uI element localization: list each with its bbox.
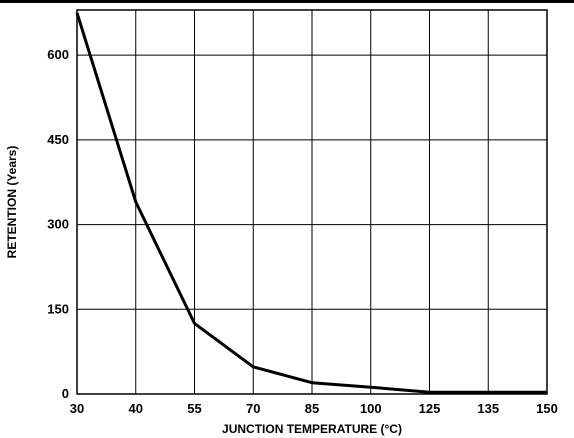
x-tick-label: 30 — [70, 401, 84, 416]
y-tick-label: 0 — [62, 386, 69, 401]
retention-line — [75, 12, 547, 394]
x-tick-label: 135 — [477, 401, 499, 416]
y-axis-label: RETENTION (Years) — [5, 146, 19, 259]
tick-labels: 30 40 55 70 85 100 125 135 150 0 150 300 450 600 — [47, 47, 558, 416]
x-tick-label: 55 — [187, 401, 201, 416]
y-tick-label: 600 — [47, 47, 69, 62]
grid-lines — [77, 10, 547, 394]
y-tick-label: 150 — [47, 301, 69, 316]
x-tick-label: 125 — [419, 401, 441, 416]
x-tick-label: 40 — [129, 401, 143, 416]
x-tick-label: 85 — [305, 401, 319, 416]
top-border-rule — [0, 0, 574, 3]
x-tick-label: 100 — [360, 401, 382, 416]
x-tick-label: 150 — [536, 401, 558, 416]
y-tick-label: 300 — [47, 217, 69, 232]
x-tick-label: 70 — [246, 401, 260, 416]
x-axis-label: JUNCTION TEMPERATURE (°C) — [222, 422, 402, 436]
y-tick-label: 450 — [47, 132, 69, 147]
